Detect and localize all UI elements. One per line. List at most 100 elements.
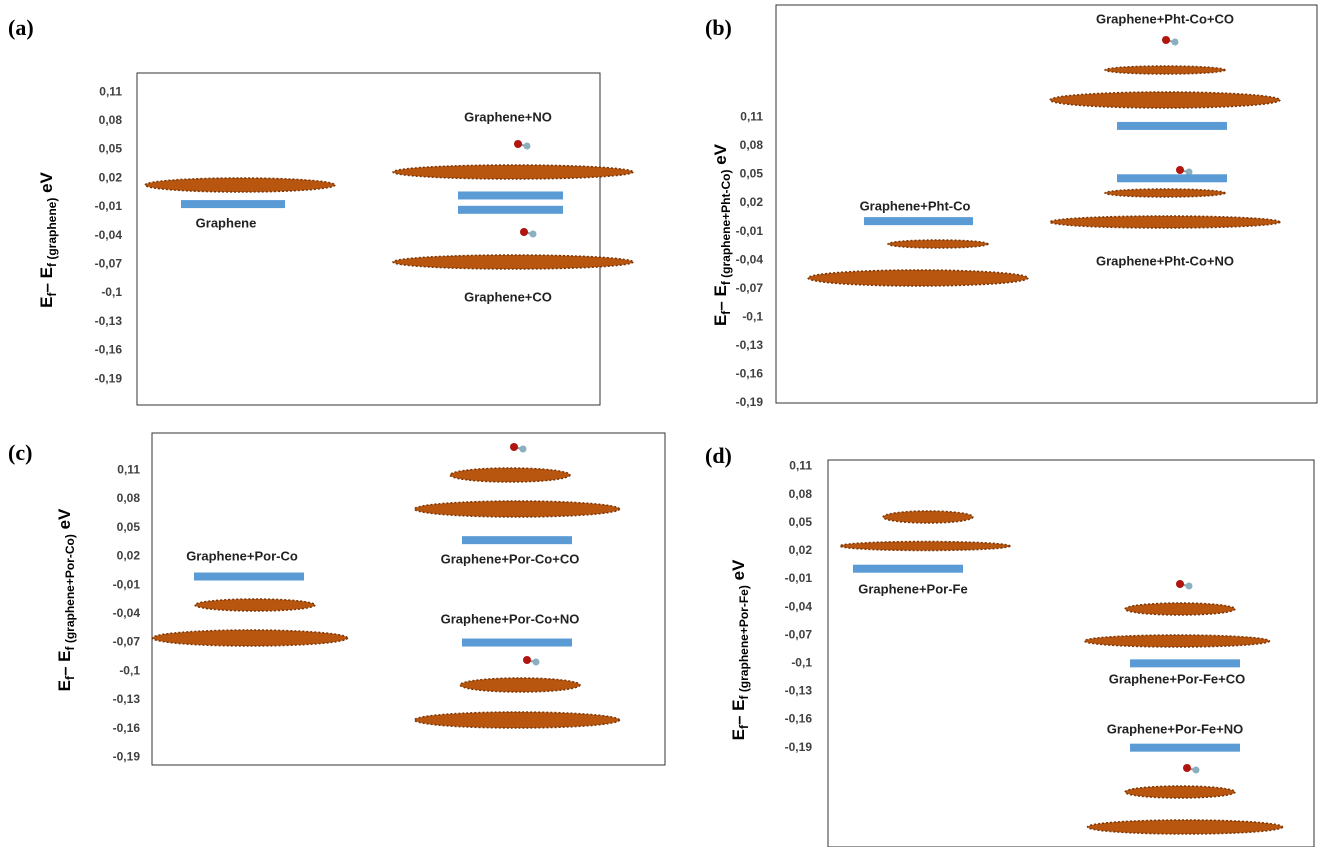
molecule-atom — [1183, 764, 1191, 772]
molecule-sheet — [1049, 91, 1281, 109]
molecule-sheet — [1104, 188, 1226, 198]
y-tick-label: -0,19 — [113, 750, 141, 764]
y-axis-label: Ef– Ef (graphene+Por-Fe) eV — [729, 559, 751, 740]
y-axis-label-part: f — [737, 724, 751, 729]
molecule-sheet — [1049, 215, 1281, 229]
y-tick-label: 0,02 — [789, 543, 813, 557]
y-tick-label: -0,13 — [95, 314, 123, 328]
molecule-sheet — [413, 500, 621, 518]
level-label: Graphene+Por-Co+NO — [441, 611, 580, 626]
y-tick-label: -0,07 — [736, 281, 764, 295]
y-axis-label-part: E — [711, 315, 730, 326]
energy-level — [853, 564, 963, 573]
y-tick-label: -0,16 — [736, 367, 764, 381]
y-axis-label-part: f (graphene+Por-Co) — [63, 534, 77, 650]
y-tick-label: -0,19 — [95, 371, 123, 385]
molecule-sheet — [413, 711, 621, 729]
energy-level — [462, 638, 572, 647]
y-axis-label-part: – E — [711, 285, 730, 311]
y-axis-label-part: f (graphene+Por-Fe) — [737, 585, 751, 699]
y-axis-label-part: f — [45, 292, 59, 297]
y-tick-label: -0,07 — [95, 257, 123, 271]
level-label: Graphene+NO — [464, 109, 552, 124]
y-axis-label-part: E — [55, 680, 74, 691]
energy-level — [458, 205, 563, 214]
plot-frame — [151, 432, 666, 766]
level-label: Graphene+Por-Co — [186, 548, 298, 563]
y-axis-label-part: eV — [55, 508, 74, 534]
y-tick-label: -0,16 — [785, 712, 813, 726]
y-tick-label: 0,08 — [117, 491, 141, 505]
molecule-sheet — [392, 164, 634, 180]
level-label: Graphene+Pht-Co+CO — [1096, 11, 1234, 26]
y-axis-label-part: E — [37, 297, 56, 308]
energy-level — [1117, 121, 1227, 130]
molecule-atom — [523, 656, 531, 664]
y-tick-label: -0,01 — [95, 199, 123, 213]
level-label: Graphene+Por-Fe+CO — [1109, 671, 1246, 686]
y-tick-label: -0,1 — [119, 663, 140, 677]
panel-label: (a) — [8, 15, 34, 40]
molecule-sheet — [144, 177, 336, 193]
y-axis-label-part: f (graphene) — [45, 198, 59, 267]
level-label: Graphene+Por-Fe — [858, 581, 967, 596]
molecule-sheet — [392, 254, 634, 270]
molecule-sheet — [449, 467, 571, 483]
energy-level — [1117, 174, 1227, 183]
panel-label: (d) — [705, 443, 732, 468]
y-tick-label: 0,05 — [789, 515, 813, 529]
y-axis-label: Ef– Ef (graphene) eV — [37, 171, 59, 307]
y-tick-label: 0,02 — [99, 170, 123, 184]
y-axis-label-part: – E — [55, 651, 74, 677]
y-axis-label-part: – E — [729, 700, 748, 726]
molecule-sheet — [194, 598, 316, 612]
y-tick-label: 0,11 — [117, 462, 140, 476]
plot-frame — [775, 4, 1318, 404]
y-tick-label: 0,08 — [99, 113, 123, 127]
y-tick-label: -0,1 — [101, 285, 122, 299]
molecule-sheet — [1124, 602, 1236, 616]
energy-level — [1130, 743, 1240, 752]
energy-level — [181, 200, 285, 209]
molecule-atom — [1192, 766, 1200, 774]
y-tick-label: -0,04 — [785, 599, 813, 613]
molecule-atom — [1185, 168, 1193, 176]
molecule-atom — [1171, 38, 1179, 46]
level-label: Graphene — [196, 215, 257, 230]
y-tick-label: 0,08 — [789, 487, 813, 501]
y-tick-label: -0,19 — [736, 395, 764, 409]
molecule-atom — [1176, 166, 1184, 174]
level-label: Graphene+Por-Fe+NO — [1107, 721, 1244, 736]
energy-level — [458, 191, 563, 200]
y-axis-label-part: – E — [37, 267, 56, 293]
y-tick-label: -0,16 — [95, 343, 123, 357]
y-tick-label: -0,01 — [736, 224, 764, 238]
energy-level — [864, 217, 973, 226]
y-tick-label: -0,13 — [113, 692, 141, 706]
molecule-atom — [529, 230, 537, 238]
y-axis-label-part: E — [729, 729, 748, 740]
molecule-sheet — [1086, 819, 1284, 835]
y-axis-label-part: f (graphene+Pht-Co) — [719, 169, 733, 285]
molecule-sheet — [887, 239, 989, 249]
y-tick-label: 0,05 — [740, 167, 764, 181]
y-axis-label: Ef– Ef (graphene+Pht-Co) eV — [711, 143, 733, 326]
y-tick-label: -0,1 — [742, 309, 763, 323]
energy-level — [462, 536, 572, 545]
molecule-sheet — [1083, 634, 1271, 648]
y-tick-label: -0,04 — [95, 228, 123, 242]
y-axis-label: Ef– Ef (graphene+Por-Co) eV — [55, 508, 77, 691]
y-tick-label: 0,02 — [117, 549, 141, 563]
level-label: Graphene+Pht-Co — [860, 198, 971, 213]
y-tick-label: -0,07 — [113, 635, 141, 649]
molecule-sheet — [807, 269, 1029, 287]
molecule-atom — [520, 228, 528, 236]
y-tick-label: 0,08 — [740, 138, 764, 152]
molecule-sheet — [459, 677, 581, 693]
energy-level — [194, 572, 304, 581]
y-axis-label-part: eV — [711, 143, 730, 169]
y-tick-label: 0,11 — [740, 110, 763, 124]
y-tick-label: -0,19 — [785, 740, 813, 754]
y-tick-label: -0,04 — [113, 606, 141, 620]
